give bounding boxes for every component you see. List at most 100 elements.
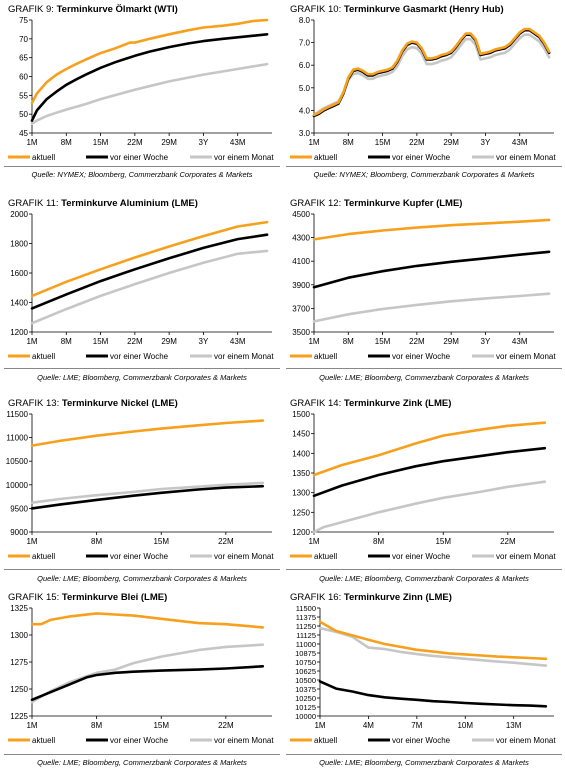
series-line-aktuell bbox=[30, 18, 269, 105]
x-tick-label: 43M bbox=[230, 138, 246, 147]
y-tick-label: 3700 bbox=[292, 304, 310, 313]
chart-source: Quelle: LME; Bloomberg, Commerzbank Corp… bbox=[37, 758, 247, 767]
chart-svg: 1225 1250 1275 1300 1325 1M 8M 15M 22M aktuell vor… bbox=[8, 604, 274, 745]
x-tick-label: 29M bbox=[161, 337, 177, 346]
series-line-monat bbox=[312, 33, 551, 117]
x-tick-label: 8M bbox=[343, 138, 354, 147]
y-tick-label: 4500 bbox=[292, 210, 310, 219]
y-tick-label: 11375 bbox=[296, 613, 316, 622]
series-line-woche bbox=[30, 484, 265, 510]
chart-panel-nickel: GRAFIK 13: Terminkurve Nickel (LME) 9000… bbox=[4, 398, 280, 588]
legend-label-aktuell: aktuell bbox=[314, 352, 337, 361]
divider-rule bbox=[4, 569, 280, 570]
x-tick-label: 1M bbox=[314, 721, 325, 730]
x-tick-label: 22M bbox=[409, 337, 425, 346]
series-line-monat bbox=[30, 62, 269, 125]
y-tick-label: 60 bbox=[19, 73, 28, 82]
x-tick-label: 15M bbox=[153, 537, 169, 546]
chart-title: GRAFIK 10: Terminkurve Gasmarkt (Henry H… bbox=[290, 4, 504, 15]
y-tick-label: 9500 bbox=[10, 504, 28, 513]
y-tick-label: 3500 bbox=[292, 328, 310, 337]
chart-title: GRAFIK 11: Terminkurve Aluminium (LME) bbox=[8, 198, 198, 209]
series-line-woche bbox=[30, 664, 265, 702]
x-tick-label: 1M bbox=[308, 337, 319, 346]
legend-label-aktuell: aktuell bbox=[314, 552, 337, 561]
legend-label-monat: vor einem Monat bbox=[496, 153, 556, 162]
y-tick-label: 1200 bbox=[292, 528, 310, 537]
chart-panel-zinn: GRAFIK 16: Terminkurve Zinn (LME) 10000 1… bbox=[286, 592, 562, 782]
y-tick-label: 4300 bbox=[292, 234, 310, 243]
series-line-woche bbox=[30, 233, 269, 310]
y-tick-label: 10000 bbox=[6, 481, 29, 490]
series-line-monat bbox=[312, 480, 547, 534]
x-tick-label: 8M bbox=[61, 138, 72, 147]
x-tick-label: 43M bbox=[512, 337, 528, 346]
x-tick-label: 29M bbox=[443, 138, 459, 147]
y-tick-label: 1200 bbox=[10, 328, 28, 337]
series-line-aktuell bbox=[312, 27, 551, 117]
series-line-aktuell bbox=[30, 220, 269, 298]
series-line-aktuell bbox=[318, 620, 548, 661]
chart-svg: 45 50 55 60 65 70 75 1M 8M 15M 22M 29M 3Y 43M aktuell v… bbox=[8, 16, 274, 162]
x-tick-label: 8M bbox=[91, 537, 102, 546]
legend-label-aktuell: aktuell bbox=[314, 736, 337, 745]
y-tick-label: 65 bbox=[19, 54, 28, 63]
legend-label-woche: vor einer Woche bbox=[110, 736, 169, 745]
legend-label-woche: vor einer Woche bbox=[110, 153, 169, 162]
y-tick-label: 10375 bbox=[295, 685, 316, 694]
y-tick-label: 55 bbox=[19, 91, 28, 100]
chart-title: GRAFIK 14: Terminkurve Zink (LME) bbox=[290, 398, 452, 409]
legend-label-aktuell: aktuell bbox=[32, 153, 55, 162]
series-line-woche bbox=[312, 250, 551, 289]
divider-rule bbox=[4, 368, 280, 369]
y-tick-label: 4100 bbox=[292, 257, 310, 266]
y-tick-label: 1450 bbox=[292, 430, 310, 439]
series-line-monat bbox=[30, 249, 269, 325]
x-tick-label: 22M bbox=[218, 721, 234, 730]
chart-title: GRAFIK 13: Terminkurve Nickel (LME) bbox=[8, 398, 178, 409]
x-tick-label: 1M bbox=[308, 138, 319, 147]
x-tick-label: 3Y bbox=[481, 337, 491, 346]
divider-rule bbox=[286, 166, 562, 167]
series-line-aktuell bbox=[30, 612, 265, 629]
y-tick-label: 10625 bbox=[295, 667, 316, 676]
x-tick-label: 1M bbox=[26, 721, 37, 730]
chart-panel-kupfer: GRAFIK 12: Terminkurve Kupfer (LME) 3500… bbox=[286, 198, 562, 388]
chart-title: GRAFIK 12: Terminkurve Kupfer (LME) bbox=[290, 198, 463, 209]
y-tick-label: 10500 bbox=[6, 457, 29, 466]
y-tick-label: 1325 bbox=[10, 604, 28, 613]
x-tick-label: 8M bbox=[373, 537, 384, 546]
divider-rule bbox=[286, 368, 562, 369]
y-tick-label: 11500 bbox=[296, 604, 316, 613]
y-tick-label: 9000 bbox=[10, 528, 28, 537]
chart-source: Quelle: LME; Bloomberg, Commerzbank Corp… bbox=[319, 373, 529, 382]
legend-label-monat: vor einem Monat bbox=[496, 736, 556, 745]
legend-label-woche: vor einer Woche bbox=[392, 352, 451, 361]
legend-label-monat: vor einem Monat bbox=[496, 552, 556, 561]
y-tick-label: 1400 bbox=[10, 299, 28, 308]
y-tick-label: 1800 bbox=[10, 240, 28, 249]
chart-title: GRAFIK 15: Terminkurve Blei (LME) bbox=[8, 592, 168, 603]
y-tick-label: 1600 bbox=[10, 269, 28, 278]
chart-svg: 1200 1250 1300 1350 1400 1450 1500 1M 8M 15M 22M ak… bbox=[290, 410, 556, 561]
legend-label-woche: vor einer Woche bbox=[110, 352, 169, 361]
y-tick-label: 2000 bbox=[10, 210, 28, 219]
legend-label-monat: vor einem Monat bbox=[214, 736, 274, 745]
chart-title: GRAFIK 16: Terminkurve Zinn (LME) bbox=[290, 592, 452, 603]
legend-label-woche: vor einer Woche bbox=[392, 552, 451, 561]
y-tick-label: 11500 bbox=[6, 410, 28, 419]
legend-label-woche: vor einer Woche bbox=[392, 736, 451, 745]
chart-svg: 1000010125102501037510500106251075010875… bbox=[290, 604, 556, 745]
x-tick-label: 29M bbox=[443, 337, 459, 346]
y-tick-label: 1300 bbox=[292, 489, 310, 498]
series-line-monat bbox=[318, 626, 548, 667]
y-tick-label: 1250 bbox=[10, 685, 28, 694]
y-tick-label: 10875 bbox=[295, 649, 316, 658]
y-tick-label: 1400 bbox=[292, 449, 310, 458]
series-line-aktuell bbox=[312, 218, 551, 241]
chart-svg: 3.0 4.0 5.0 6.0 7.0 8.0 1M 8M 15M 22M 29M 3Y 43M aktu… bbox=[290, 16, 556, 162]
x-tick-label: 10M bbox=[457, 721, 473, 730]
x-tick-label: 3Y bbox=[199, 337, 209, 346]
y-tick-label: 70 bbox=[19, 35, 28, 44]
series-line-aktuell bbox=[312, 421, 547, 477]
